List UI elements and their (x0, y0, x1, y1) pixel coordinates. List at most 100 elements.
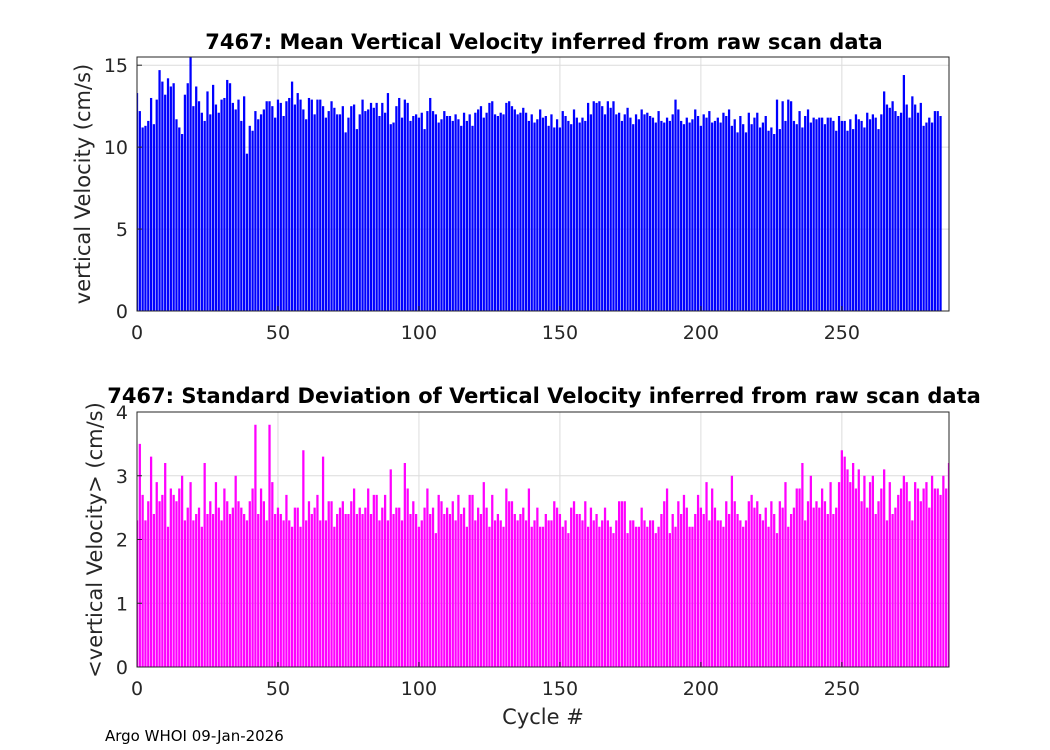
bar (485, 112, 488, 311)
bar (883, 469, 886, 667)
bar (161, 494, 164, 667)
bar (778, 501, 781, 667)
bar (189, 57, 192, 311)
bar (665, 117, 669, 311)
bar (696, 494, 700, 667)
bar (620, 120, 624, 312)
x-tick-label: 100 (401, 678, 437, 700)
bar (448, 115, 452, 311)
bar (739, 115, 742, 311)
bar (519, 514, 522, 667)
bar (685, 507, 688, 667)
bar (680, 514, 683, 667)
bar (778, 129, 781, 311)
bar (417, 526, 421, 667)
bar (502, 526, 505, 667)
bar (257, 514, 260, 667)
bar (863, 475, 866, 667)
bar (541, 117, 545, 311)
bar (708, 111, 711, 311)
bar (434, 533, 437, 667)
bar (719, 122, 722, 311)
bar (350, 501, 353, 667)
bar (367, 488, 370, 667)
bar (172, 83, 175, 311)
bar (781, 101, 784, 311)
bar (601, 106, 604, 312)
bar (660, 120, 663, 312)
bar (866, 112, 869, 311)
bar (826, 117, 829, 311)
bar (640, 109, 643, 311)
bar (547, 125, 550, 311)
bar (248, 125, 251, 311)
bar (344, 132, 347, 311)
bar (338, 507, 342, 667)
bar (228, 514, 232, 667)
bar (795, 488, 798, 667)
bar (530, 114, 533, 312)
bar (378, 520, 381, 667)
bar (147, 120, 150, 312)
bar (883, 91, 886, 311)
bar (226, 501, 229, 667)
bar (843, 120, 846, 312)
bar (812, 117, 815, 311)
bar (276, 99, 280, 312)
bar (293, 104, 297, 311)
bar (795, 124, 798, 311)
bar (806, 109, 810, 311)
bar (536, 507, 539, 667)
bar (770, 127, 773, 312)
bar (888, 107, 891, 311)
bar (680, 120, 683, 312)
bar (259, 488, 263, 667)
bar (891, 514, 894, 667)
bar (897, 494, 900, 667)
bar (327, 111, 330, 311)
bar (403, 463, 406, 667)
bar (880, 488, 883, 667)
bar (640, 507, 643, 667)
bar (646, 112, 649, 311)
bar (355, 129, 359, 311)
bar (274, 514, 277, 667)
bar (555, 507, 559, 667)
bar (750, 124, 753, 311)
bar (164, 94, 167, 311)
chart-title: 7467: Standard Deviation of Vertical Vel… (107, 384, 981, 408)
bar (606, 520, 609, 667)
bar (268, 424, 271, 667)
y-tick-label: 4 (116, 402, 128, 424)
bar (341, 106, 344, 312)
bar (784, 120, 787, 312)
bar (761, 520, 765, 667)
bar (832, 120, 835, 312)
bar (634, 114, 638, 312)
bar (939, 115, 942, 311)
bar (223, 97, 226, 311)
bar (276, 507, 280, 667)
bar (885, 104, 889, 311)
bar (818, 507, 821, 667)
y-tick-labels: 0 5 10 15 (104, 55, 142, 323)
bar-series (137, 57, 942, 312)
bar (527, 488, 531, 667)
bar (767, 526, 770, 667)
bar (195, 86, 198, 312)
bar (137, 520, 139, 667)
bar (722, 526, 725, 667)
bar (195, 514, 198, 667)
bar (169, 86, 172, 312)
bar (209, 114, 212, 312)
bar (186, 507, 189, 667)
bar (186, 83, 189, 311)
bar (454, 520, 457, 667)
bar (773, 514, 776, 667)
bar (533, 122, 536, 311)
bar (285, 494, 288, 667)
bar (835, 507, 838, 667)
bar (158, 70, 161, 311)
bar (310, 99, 313, 312)
bar (172, 494, 175, 667)
